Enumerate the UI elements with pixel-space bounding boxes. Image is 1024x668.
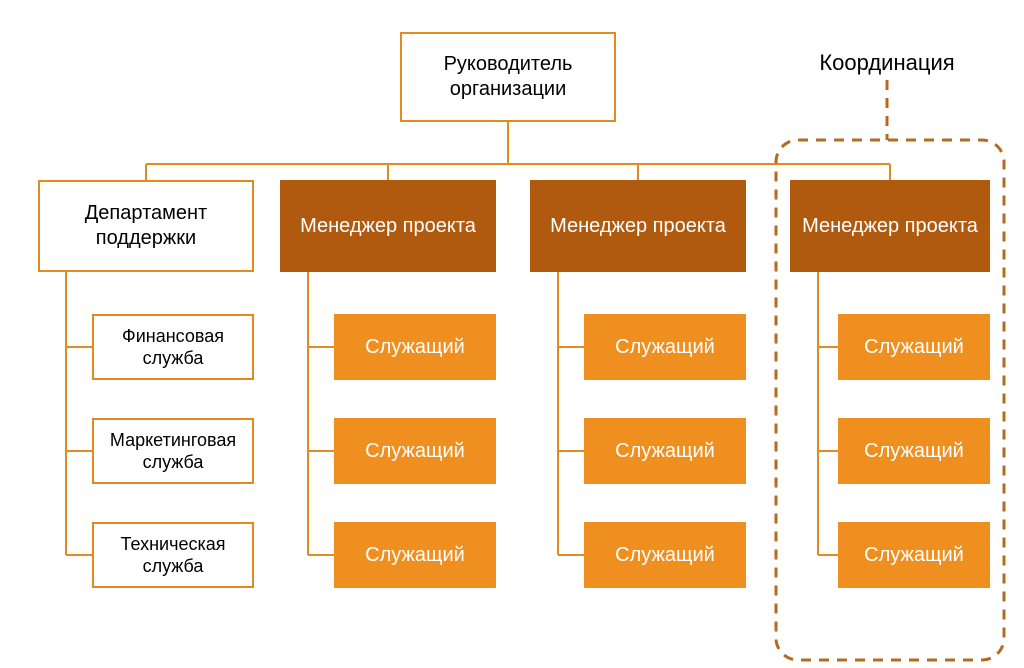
child-pm1-2: Служащий — [334, 522, 496, 588]
child-pm1-1: Служащий — [334, 418, 496, 484]
child-support-1: Маркетинговая служба — [92, 418, 254, 484]
child-pm2-2: Служащий — [584, 522, 746, 588]
branch-pm1: Менеджер проекта — [280, 180, 496, 272]
coordination-label: Координация — [797, 50, 977, 80]
root-node: Руководитель организации — [400, 32, 616, 122]
child-pm2-1: Служащий — [584, 418, 746, 484]
branch-pm3: Менеджер проекта — [790, 180, 990, 272]
child-pm3-0: Служащий — [838, 314, 990, 380]
child-pm3-2: Служащий — [838, 522, 990, 588]
branch-pm2: Менеджер проекта — [530, 180, 746, 272]
child-pm2-0: Служащий — [584, 314, 746, 380]
child-support-2: Техническая служба — [92, 522, 254, 588]
child-pm1-0: Служащий — [334, 314, 496, 380]
branch-support: Департамент поддержки — [38, 180, 254, 272]
child-pm3-1: Служащий — [838, 418, 990, 484]
child-support-0: Финансовая служба — [92, 314, 254, 380]
